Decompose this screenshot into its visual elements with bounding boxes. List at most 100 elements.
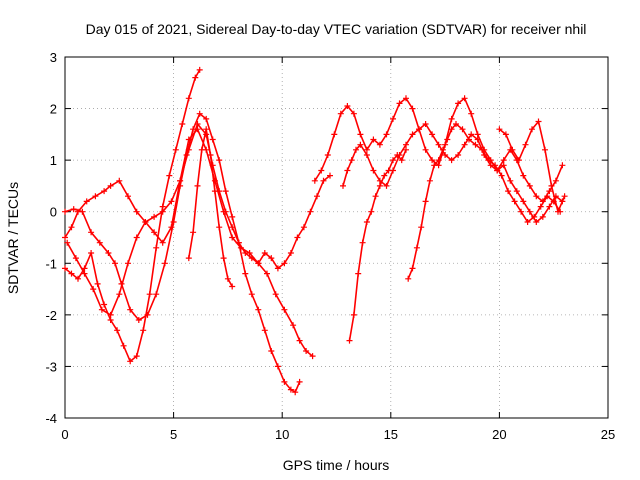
- data-point: [416, 126, 422, 133]
- data-point: [344, 167, 351, 174]
- data-point: [107, 182, 114, 189]
- data-point: [455, 152, 462, 158]
- y-tick-label: -3: [45, 359, 57, 374]
- data-point: [62, 208, 68, 215]
- data-point: [396, 100, 403, 107]
- y-tick-label: 1: [50, 153, 57, 168]
- data-point: [296, 337, 303, 344]
- data-point: [376, 141, 383, 148]
- x-tick-label: 0: [61, 427, 68, 442]
- y-tick-label: 2: [50, 102, 57, 117]
- x-axis-label: GPS time / hours: [283, 457, 390, 473]
- data-point: [327, 172, 333, 179]
- data-point: [216, 224, 223, 231]
- data-point: [107, 317, 114, 323]
- data-point: [444, 136, 451, 143]
- data-point: [526, 208, 533, 215]
- data-point: [274, 265, 281, 272]
- data-point: [88, 229, 95, 236]
- data-point: [331, 131, 338, 138]
- series-line: [64, 112, 301, 394]
- data-point: [383, 131, 390, 138]
- y-tick-label: -2: [45, 308, 57, 323]
- data-point: [505, 188, 512, 195]
- data-point: [368, 208, 375, 215]
- data-point: [62, 234, 68, 241]
- data-point: [370, 136, 377, 143]
- axis-ticks: 0 5 10 15 20 25 -4 -3 -2 -1 0 1 2 3: [45, 50, 615, 442]
- data-point: [261, 327, 268, 334]
- data-point: [196, 110, 203, 117]
- data-point: [539, 213, 546, 220]
- data-point: [385, 167, 392, 174]
- data-point: [112, 260, 118, 267]
- data-point: [409, 131, 416, 138]
- data-point: [166, 172, 173, 179]
- data-point: [292, 389, 299, 396]
- data-point: [555, 208, 561, 215]
- data-point: [229, 213, 236, 220]
- chart-title: Day 015 of 2021, Sidereal Day-to-day VTE…: [86, 21, 587, 37]
- data-point: [502, 131, 509, 138]
- data-point: [235, 239, 242, 246]
- data-point: [229, 234, 236, 241]
- data-point: [390, 157, 396, 164]
- data-point: [311, 177, 318, 184]
- data-point: [68, 270, 75, 277]
- data-point: [70, 206, 77, 213]
- data-point: [561, 193, 568, 200]
- data-point: [533, 193, 540, 200]
- data-point: [318, 167, 325, 174]
- data-point: [135, 317, 142, 323]
- data-point: [92, 193, 99, 200]
- data-point: [120, 342, 127, 349]
- data-point: [522, 141, 529, 148]
- data-point: [90, 286, 97, 293]
- data-point: [268, 255, 275, 262]
- x-tick-label: 25: [601, 427, 615, 442]
- data-point: [101, 188, 108, 195]
- data-point: [398, 157, 405, 164]
- data-point: [116, 177, 123, 184]
- data-point: [203, 126, 210, 133]
- data-point: [168, 198, 175, 205]
- data-point: [209, 136, 216, 143]
- data-point: [198, 146, 205, 153]
- data-point: [255, 306, 262, 313]
- data-point: [531, 213, 538, 220]
- data-point: [222, 208, 229, 215]
- data-point: [363, 146, 370, 153]
- data-point: [542, 146, 548, 153]
- data-point: [222, 188, 229, 195]
- data-point: [372, 193, 379, 200]
- data-point: [125, 193, 131, 200]
- data-point: [190, 229, 197, 236]
- data-point: [116, 291, 123, 298]
- data-point: [94, 280, 101, 287]
- data-point: [264, 270, 270, 277]
- data-point: [211, 188, 218, 195]
- data-point: [303, 348, 310, 354]
- data-point: [194, 182, 201, 189]
- data-point: [159, 239, 166, 246]
- data-point: [159, 203, 166, 210]
- data-series: [62, 66, 568, 396]
- y-axis-label: SDTVAR / TECUs: [5, 182, 21, 294]
- data-point: [290, 322, 297, 329]
- data-point: [72, 255, 79, 262]
- data-point: [216, 157, 223, 164]
- data-point: [533, 219, 540, 225]
- data-point: [62, 265, 68, 272]
- data-point: [422, 146, 429, 153]
- data-point: [127, 358, 134, 365]
- data-point: [203, 115, 210, 122]
- data-point: [492, 162, 499, 169]
- data-point: [274, 363, 281, 370]
- data-point: [429, 131, 436, 138]
- data-point: [194, 121, 201, 127]
- data-point: [261, 250, 268, 256]
- data-point: [107, 311, 114, 318]
- data-point: [403, 146, 409, 153]
- data-point: [357, 141, 364, 148]
- data-point: [453, 121, 459, 127]
